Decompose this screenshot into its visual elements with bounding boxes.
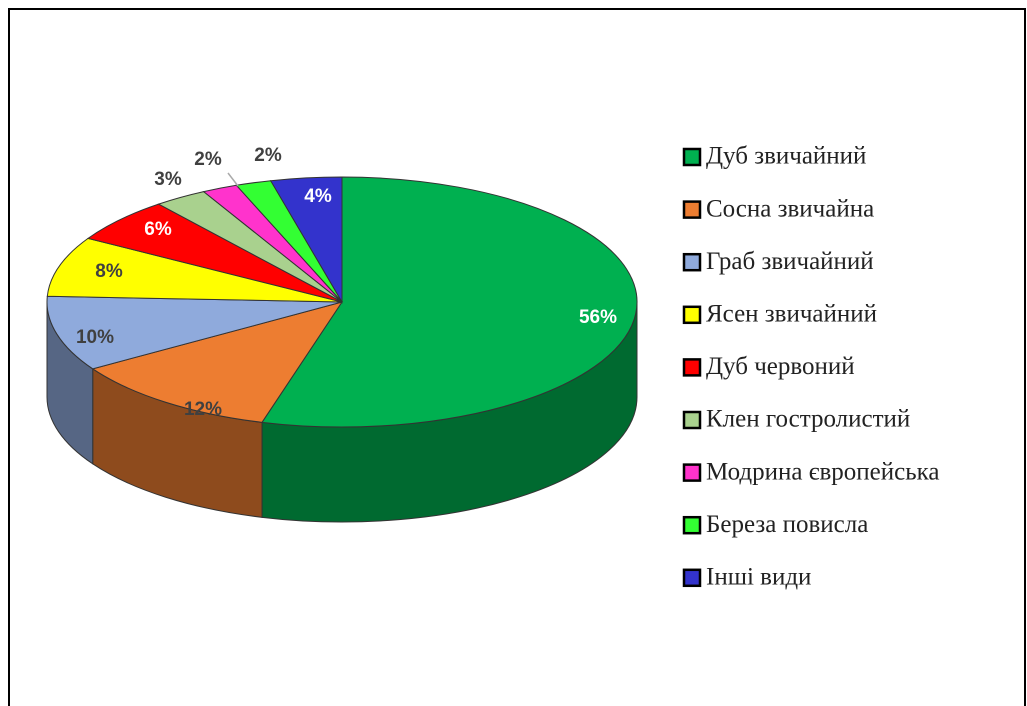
legend-label: Модрина європейська [706,458,939,485]
pie-slice [269,176,343,304]
legend-label: Сосна звичайна [706,195,874,222]
legend-swatch [682,200,702,219]
legend-label: Дуб червоний [706,353,855,380]
legend-swatch [682,147,702,167]
data-label: 10% [76,327,114,348]
legend-label: Дуб звичайний [706,143,866,170]
legend-label: Ясен звичайний [706,301,877,328]
legend-swatch [682,568,702,588]
legend-swatch [682,463,702,482]
data-label: 56% [579,307,617,328]
data-label: 4% [304,186,332,207]
data-label: 3% [154,169,182,190]
pie-slice [46,295,343,370]
legend-label: Граб звичайний [706,248,874,275]
legend-swatch [682,515,702,535]
data-label: 2% [194,149,222,170]
legend-swatch [682,305,702,325]
legend-label: Клен гостролистий [706,406,910,433]
pie-slice [261,176,638,428]
data-label: 6% [144,219,172,240]
data-label: 12% [184,399,222,420]
leader-line [227,172,239,187]
legend-label: Береза повисла [706,511,868,538]
data-label: 8% [95,261,123,282]
legend-label: Інші види [706,564,811,591]
legend-swatch [682,252,702,272]
pie-slice [91,301,344,423]
legend-swatch [682,410,702,430]
legend-swatch [682,358,702,377]
pie-slice [46,237,343,303]
data-label: 2% [254,145,282,166]
